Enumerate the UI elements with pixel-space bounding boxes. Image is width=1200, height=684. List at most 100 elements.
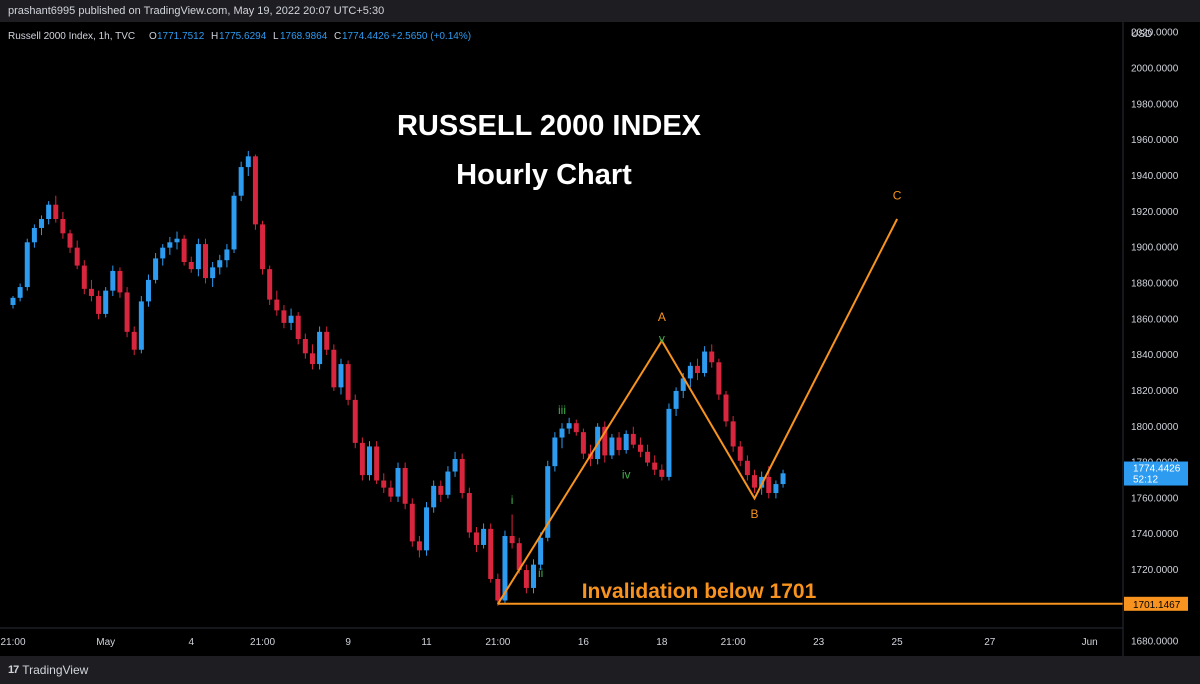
- candle: [659, 464, 665, 481]
- chart-canvas[interactable]: Russell 2000 Index, 1h, TVC O 1771.7512 …: [0, 22, 1200, 656]
- candle: [181, 235, 187, 266]
- candle-body: [495, 578, 501, 601]
- time-axis[interactable]: 21:00 May 4 21:00 9 11 21:00 16 18 21:00 23 25 27 Jun: [0, 637, 1097, 648]
- candle: [652, 455, 658, 476]
- candle: [374, 441, 380, 485]
- candle: [46, 201, 52, 225]
- candle-body: [409, 503, 415, 542]
- candle: [545, 460, 551, 542]
- candle: [210, 261, 216, 288]
- candle-body: [659, 469, 665, 477]
- candle: [424, 501, 430, 556]
- candle-body: [723, 394, 729, 422]
- candle-body: [773, 484, 779, 494]
- candle: [602, 421, 608, 463]
- candle: [324, 326, 330, 356]
- candle: [224, 244, 230, 268]
- candle-body: [367, 446, 372, 476]
- candle: [174, 231, 180, 250]
- candle-body: [680, 378, 686, 391]
- candle: [74, 240, 80, 270]
- candle: [409, 498, 415, 547]
- candle: [438, 480, 444, 502]
- candle: [267, 265, 273, 305]
- candle: [744, 455, 750, 481]
- candle: [103, 287, 109, 318]
- candle-body: [39, 219, 45, 228]
- candle: [195, 238, 201, 277]
- wave-label: iii: [558, 403, 566, 417]
- candle-body: [766, 476, 772, 494]
- candle: [338, 358, 344, 395]
- candle: [752, 469, 758, 494]
- candle: [345, 360, 351, 406]
- candle-body: [245, 156, 251, 168]
- candle-body: [530, 564, 536, 588]
- candle-body: [67, 233, 73, 248]
- candle: [637, 437, 643, 458]
- time-tick-label: 4: [188, 637, 194, 648]
- candle: [566, 417, 572, 434]
- price-tick-label: 1820.0000: [1131, 386, 1179, 397]
- tradingview-logo[interactable]: 17 TradingView: [8, 663, 88, 677]
- price-tick-label: 1900.0000: [1131, 243, 1179, 254]
- candle: [452, 451, 458, 477]
- candle-body: [630, 433, 636, 445]
- candle-body: [131, 331, 137, 350]
- price-axis[interactable]: USD 2020.0000 2000.0000 1980.0000 1960.0000…: [1131, 28, 1179, 648]
- candle-body: [709, 351, 715, 363]
- candle-body: [231, 195, 237, 250]
- candle-body: [138, 301, 144, 350]
- candle: [110, 265, 116, 297]
- candle: [153, 253, 159, 284]
- candle: [559, 423, 565, 449]
- tradingview-logo-icon: 17: [8, 664, 19, 676]
- candle-body: [716, 362, 722, 395]
- candle-body: [395, 467, 401, 497]
- candle: [416, 536, 422, 558]
- candle-body: [238, 167, 244, 196]
- candle: [673, 387, 679, 417]
- candle-body: [302, 339, 308, 354]
- price-tick-label: 1860.0000: [1131, 314, 1179, 325]
- candle-body: [431, 485, 437, 508]
- legend-close: 1774.4426: [342, 31, 390, 42]
- candle-body: [252, 156, 258, 225]
- invalidation-price-value: 1701.1467: [1133, 600, 1181, 611]
- wave-label: A: [658, 310, 666, 324]
- candle-body: [17, 287, 23, 298]
- price-tick-label: 1800.0000: [1131, 422, 1179, 433]
- candle: [317, 326, 323, 370]
- candle-body: [752, 475, 758, 488]
- candle-body: [110, 270, 116, 291]
- candle-body: [509, 536, 515, 544]
- price-tick-label: 1920.0000: [1131, 207, 1179, 218]
- candle-body: [217, 260, 223, 268]
- candle: [281, 304, 287, 329]
- chart-frame[interactable]: Russell 2000 Index, 1h, TVC O 1771.7512 …: [0, 22, 1200, 656]
- candle-body: [167, 242, 173, 248]
- price-tick-label: 1840.0000: [1131, 350, 1179, 361]
- price-tick-label: 1880.0000: [1131, 278, 1179, 289]
- candle-body: [481, 528, 487, 545]
- candle-body: [502, 536, 508, 601]
- candle-body: [103, 290, 109, 314]
- price-tick-label: 1720.0000: [1131, 565, 1179, 576]
- candle-body: [274, 299, 280, 311]
- candle-body: [324, 331, 330, 350]
- candle: [516, 537, 522, 574]
- candle-body: [203, 244, 209, 279]
- candle-body: [345, 364, 351, 400]
- candle: [552, 432, 558, 472]
- time-tick-label: 21:00: [250, 637, 275, 648]
- candle-body: [673, 390, 679, 409]
- candle-body: [402, 467, 408, 504]
- candle-body: [288, 315, 294, 323]
- candle-body: [281, 310, 287, 323]
- candle: [217, 254, 223, 275]
- candle-body: [96, 296, 102, 314]
- candle-body: [53, 204, 59, 220]
- legend-change: +2.5650 (+0.14%): [391, 31, 471, 42]
